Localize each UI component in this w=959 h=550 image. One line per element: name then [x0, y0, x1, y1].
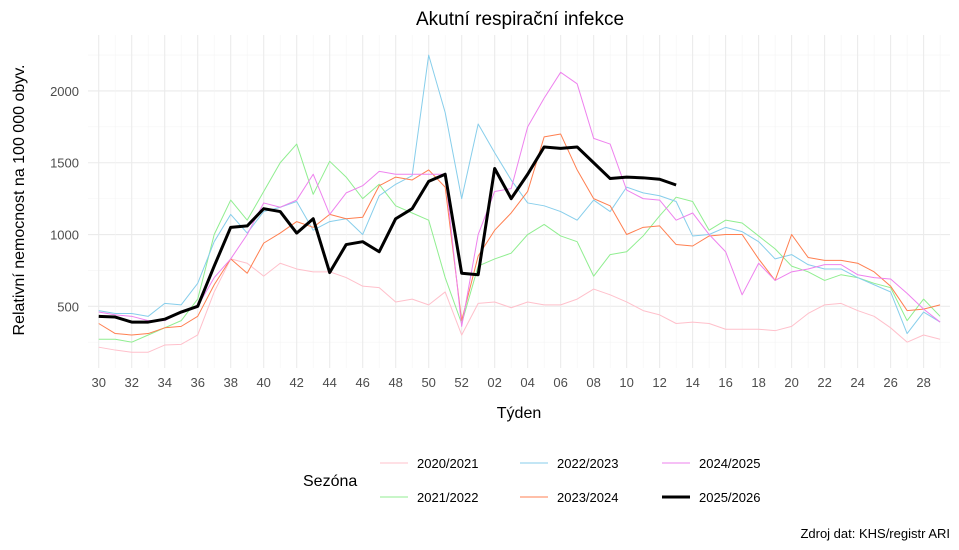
caption: Zdroj dat: KHS/registr ARI [800, 526, 950, 541]
x-tick-label: 36 [190, 375, 204, 390]
legend-label: 2022/2023 [557, 456, 618, 471]
legend: 2020/2021 2021/2022 2022/2023 2023/2024 2024… [380, 456, 760, 505]
x-tick-label: 46 [355, 375, 369, 390]
x-tick-label: 42 [289, 375, 303, 390]
legend-label: 2021/2022 [417, 490, 478, 505]
series-lines [98, 54, 941, 353]
x-tick-label: 14 [685, 375, 699, 390]
x-tick-label: 02 [487, 375, 501, 390]
x-tick-label: 10 [619, 375, 633, 390]
y-tick-label: 500 [57, 299, 79, 314]
legend-title: Sezóna [303, 473, 357, 490]
x-tick-label: 40 [256, 375, 270, 390]
chart-title: Akutní respirační infekce [416, 9, 624, 30]
x-tick-label: 20 [784, 375, 798, 390]
grid [88, 35, 950, 368]
y-tick-label: 1500 [50, 156, 79, 171]
series-line-2024-2025 [98, 71, 941, 327]
series-line-2023-2024 [98, 133, 941, 336]
y-tick-labels: 500 1000 1500 2000 [50, 84, 79, 314]
series-line-2021-2022 [98, 143, 941, 343]
legend-label: 2025/2026 [699, 490, 760, 505]
x-tick-label: 12 [652, 375, 666, 390]
x-axis-label: Týden [497, 405, 541, 422]
legend-label: 2024/2025 [699, 456, 760, 471]
x-tick-label: 28 [916, 375, 930, 390]
x-tick-label: 24 [850, 375, 864, 390]
x-tick-label: 52 [454, 375, 468, 390]
x-tick-label: 48 [388, 375, 402, 390]
x-tick-label: 38 [223, 375, 237, 390]
x-tick-label: 32 [124, 375, 138, 390]
x-tick-label: 44 [322, 375, 336, 390]
x-tick-label: 30 [91, 375, 105, 390]
x-tick-label: 50 [421, 375, 435, 390]
legend-label: 2020/2021 [417, 456, 478, 471]
y-tick-label: 1000 [50, 228, 79, 243]
series-line-2020-2021 [98, 258, 941, 353]
series-line-2025-2026 [98, 145, 677, 324]
legend-label: 2023/2024 [557, 490, 618, 505]
x-tick-label: 06 [553, 375, 567, 390]
x-tick-label: 22 [817, 375, 831, 390]
y-axis-label: Relativní nemocnost na 100 000 obyv. [11, 65, 28, 336]
series-line-2022-2023 [98, 54, 941, 335]
x-tick-labels: 30 32 34 36 38 40 42 44 46 48 50 52 02 04 06 08 10 12 14 16… [91, 375, 930, 390]
x-tick-label: 34 [157, 375, 171, 390]
x-tick-label: 08 [586, 375, 600, 390]
x-tick-label: 26 [883, 375, 897, 390]
y-tick-label: 2000 [50, 84, 79, 99]
x-tick-label: 16 [718, 375, 732, 390]
x-tick-label: 18 [751, 375, 765, 390]
x-tick-label: 04 [520, 375, 534, 390]
